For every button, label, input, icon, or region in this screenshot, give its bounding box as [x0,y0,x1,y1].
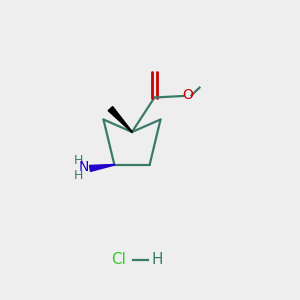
Text: H: H [152,252,163,267]
Polygon shape [108,106,132,132]
Text: N: N [78,160,88,174]
Text: Cl: Cl [111,252,126,267]
Text: H: H [74,154,83,166]
Polygon shape [90,164,114,171]
Text: H: H [74,169,83,182]
Text: O: O [182,88,193,102]
